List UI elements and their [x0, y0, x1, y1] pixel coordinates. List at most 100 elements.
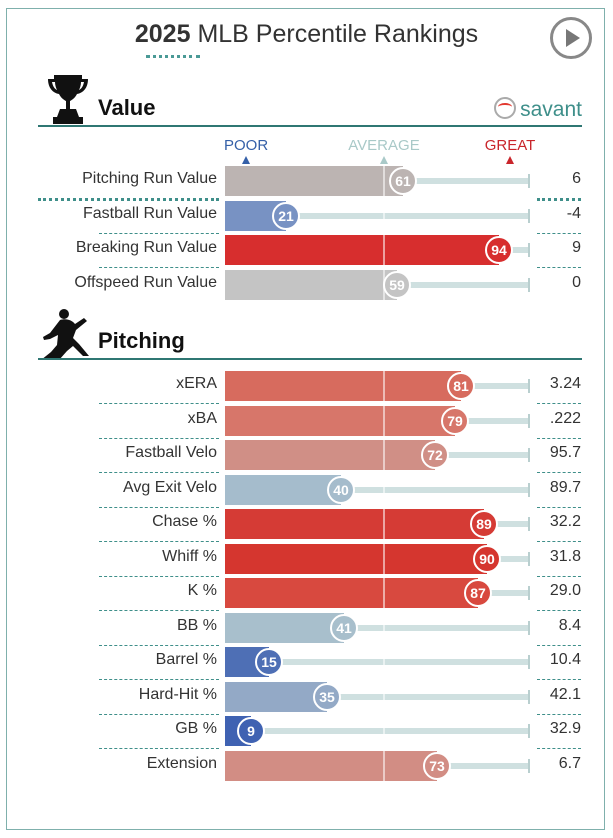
metric-label: Offspeed Run Value — [74, 274, 217, 291]
row-separator-dotted — [38, 198, 219, 201]
percentile-bubble: 21 — [272, 202, 300, 230]
percentile-bar — [225, 613, 344, 643]
metric-value: 6.7 — [558, 755, 581, 772]
metric-label: xERA — [176, 375, 217, 392]
baseball-icon — [494, 97, 517, 119]
metric-value: 42.1 — [549, 686, 581, 703]
section-header-pitching: Pitching — [38, 306, 582, 360]
percentile-bubble: 73 — [423, 752, 451, 780]
percentile-bubble: 89 — [470, 510, 498, 538]
average-line — [383, 371, 385, 401]
percentile-bubble: 15 — [255, 648, 283, 676]
metric-label: Breaking Run Value — [75, 239, 217, 256]
metric-row: Hard-Hit % 35 42.1 — [0, 682, 613, 712]
percentile-bubble: 59 — [383, 271, 411, 299]
bar-track — [225, 694, 530, 700]
percentile-bubble: 35 — [313, 683, 341, 711]
section-header-value: Value savant — [38, 73, 582, 127]
average-line — [383, 509, 385, 539]
row-separator — [537, 438, 581, 439]
row-separator — [537, 714, 581, 715]
metric-label: BB % — [176, 617, 217, 634]
metric-row: xERA 81 3.24 — [0, 371, 613, 401]
percentile-bar — [225, 475, 341, 505]
metric-row: GB % 9 32.9 — [0, 716, 613, 746]
bar-track-end — [528, 552, 530, 566]
row-separator — [99, 645, 219, 646]
pitcher-icon — [41, 309, 89, 360]
row-separator — [537, 645, 581, 646]
bar-track — [225, 659, 530, 665]
average-line — [383, 751, 385, 781]
bar-track-end — [528, 448, 530, 462]
row-separator — [99, 714, 219, 715]
metric-row: K % 87 29.0 — [0, 578, 613, 608]
percentile-bar — [225, 371, 461, 401]
row-separator — [99, 610, 219, 611]
trophy-icon — [48, 75, 88, 124]
title-year: 2025 — [134, 20, 191, 48]
metric-value: 95.7 — [549, 444, 581, 461]
percentile-bubble: 87 — [464, 579, 492, 607]
metric-row: Extension 73 6.7 — [0, 751, 613, 781]
row-separator-dotted — [537, 198, 581, 201]
bar-track-end — [528, 690, 530, 704]
play-button[interactable] — [550, 17, 592, 59]
average-line — [383, 201, 385, 231]
metric-value: -4 — [566, 205, 581, 222]
percentile-bubble: 40 — [327, 476, 355, 504]
percentile-bar — [225, 440, 435, 470]
metric-value: 6 — [572, 170, 581, 187]
bar-track-end — [528, 278, 530, 292]
bar-track-end — [528, 655, 530, 669]
metric-row: Barrel % 15 10.4 — [0, 647, 613, 677]
metric-row: Fastball Run Value 21 -4 — [0, 201, 613, 231]
bar-track-end — [528, 517, 530, 531]
bar-track — [225, 728, 530, 734]
metric-label: Hard-Hit % — [138, 686, 217, 703]
percentile-bar — [225, 270, 397, 300]
average-line — [383, 682, 385, 712]
metric-value: 31.8 — [549, 548, 581, 565]
bar-track-end — [528, 243, 530, 257]
play-icon — [566, 29, 580, 47]
bar-track-end — [528, 759, 530, 773]
row-separator — [537, 610, 581, 611]
percentile-bar — [225, 751, 437, 781]
average-line — [383, 166, 385, 196]
row-separator — [537, 403, 581, 404]
section-label-pitching: Pitching — [98, 328, 185, 353]
metric-label: xBA — [187, 410, 217, 427]
legend-great-label: GREAT — [484, 137, 536, 154]
percentile-bubble: 79 — [441, 407, 469, 435]
section-label-value: Value — [98, 95, 156, 120]
metric-value: 32.2 — [549, 513, 581, 530]
metric-row: BB % 41 8.4 — [0, 613, 613, 643]
row-separator — [99, 267, 219, 268]
metric-value: 32.9 — [549, 720, 581, 737]
metric-value: 29.0 — [549, 582, 581, 599]
bar-track-end — [528, 724, 530, 738]
percentile-bar — [225, 544, 487, 574]
percentile-bubble: 9 — [237, 717, 265, 745]
legend-poor-marker — [242, 156, 250, 164]
legend-average-marker — [380, 156, 388, 164]
percentile-bar — [225, 235, 499, 265]
bar-track — [225, 487, 530, 493]
row-separator — [99, 438, 219, 439]
savant-text: savant — [520, 98, 582, 121]
percentile-bubble: 41 — [330, 614, 358, 642]
legend-poor-label: POOR — [224, 137, 269, 154]
title-underline — [146, 55, 200, 58]
bar-track — [225, 625, 530, 631]
bar-track-end — [528, 483, 530, 497]
percentile-bar — [225, 406, 455, 436]
average-line — [383, 475, 385, 505]
bar-track-end — [528, 379, 530, 393]
average-line — [383, 406, 385, 436]
metric-row: Offspeed Run Value 59 0 — [0, 270, 613, 300]
metric-label: Avg Exit Velo — [123, 479, 217, 496]
legend-great: GREAT — [478, 137, 542, 164]
metric-row: Pitching Run Value 61 6 — [0, 166, 613, 196]
savant-logo: savant — [494, 97, 582, 122]
